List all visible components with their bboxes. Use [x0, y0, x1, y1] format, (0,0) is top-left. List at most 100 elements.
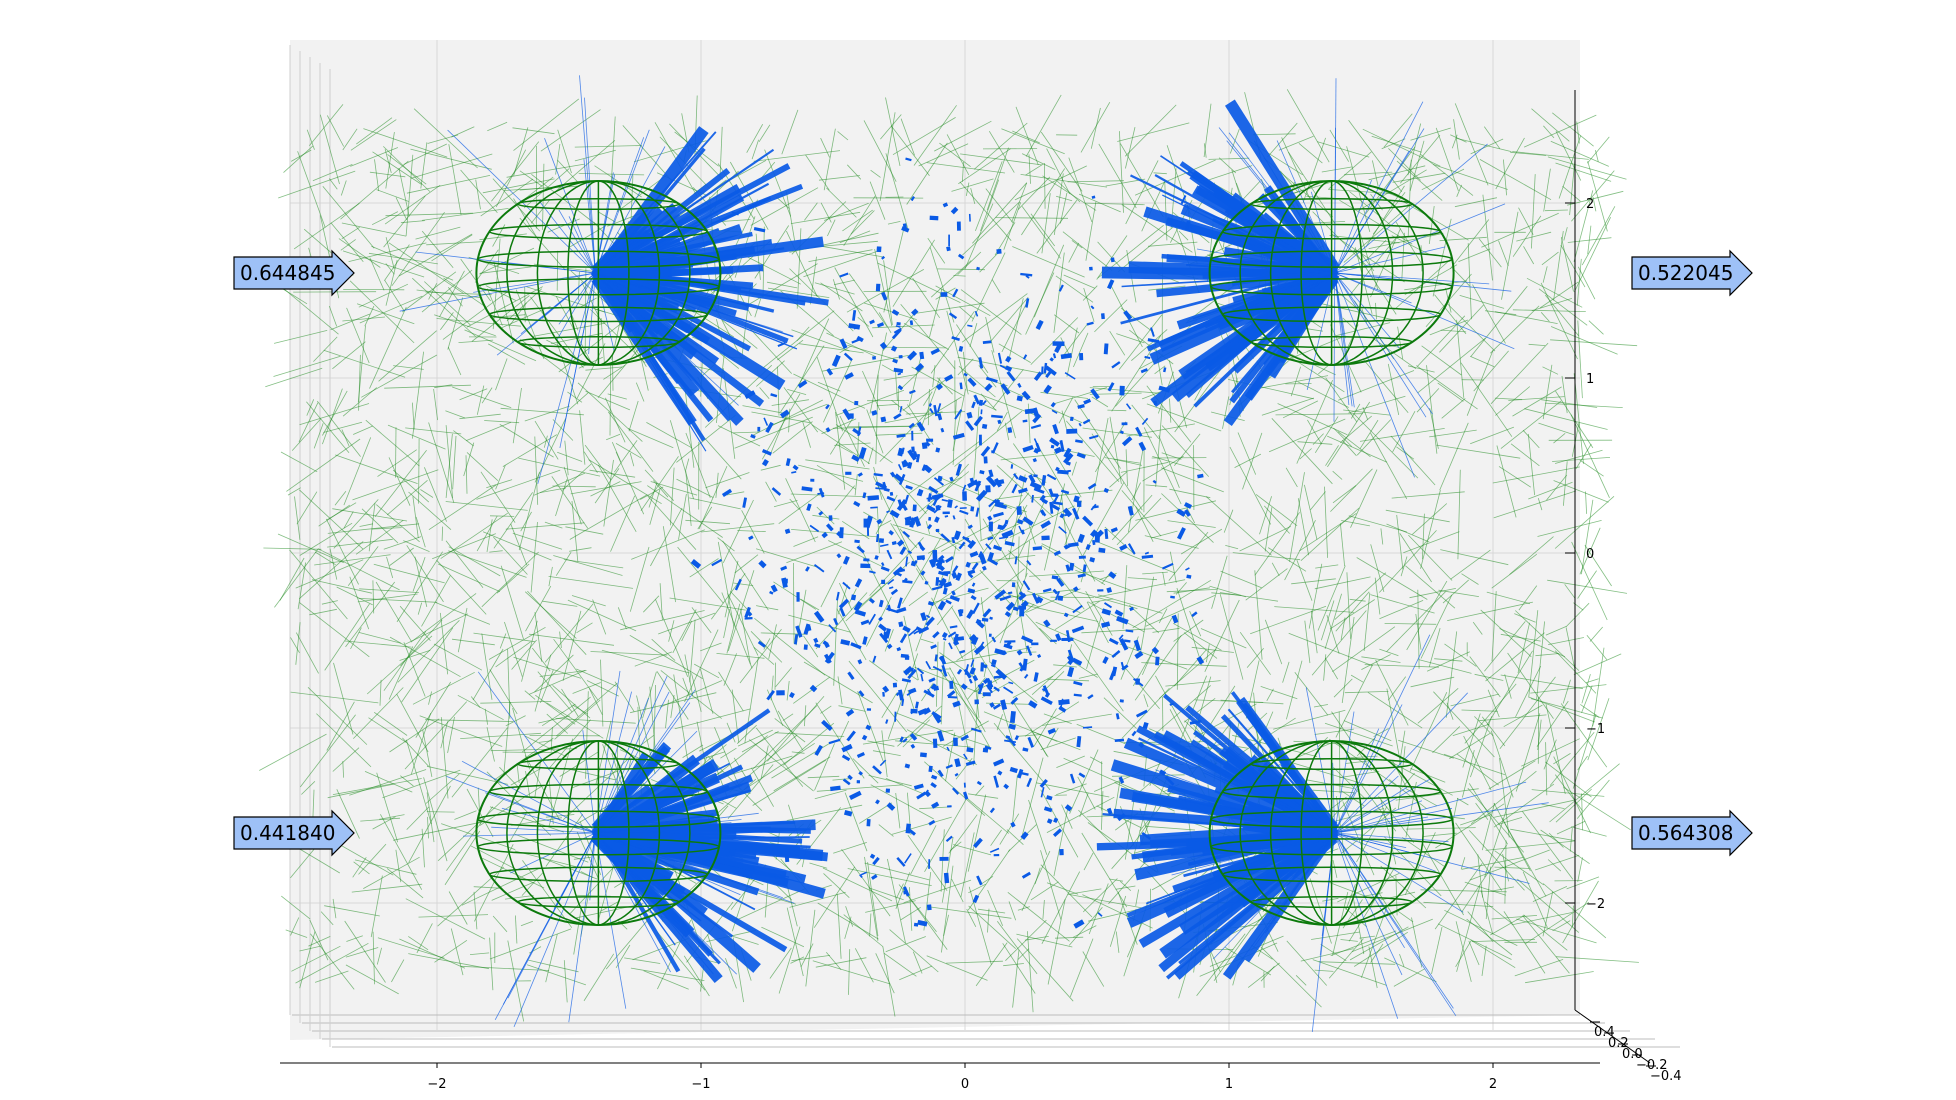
network-line	[359, 523, 374, 527]
blue-segment	[742, 497, 748, 508]
network-line	[437, 563, 501, 592]
network-line	[1191, 646, 1234, 653]
network-line	[1324, 593, 1342, 650]
network-line	[1098, 542, 1175, 574]
thin-spike-line	[491, 826, 596, 834]
blue-segment	[833, 617, 839, 626]
network-line	[1363, 892, 1383, 897]
thin-spike-line	[1332, 762, 1335, 834]
network-line	[1386, 591, 1446, 652]
network-line	[1082, 878, 1118, 913]
blue-segment	[904, 516, 912, 522]
network-line	[1521, 811, 1574, 880]
network-line	[1550, 140, 1609, 167]
network-line	[1581, 499, 1594, 575]
blue-segment	[997, 524, 1004, 531]
blue-segment	[872, 856, 880, 866]
network-line	[1400, 556, 1408, 577]
network-line	[1025, 94, 1062, 157]
network-line	[944, 647, 1032, 665]
blue-segment	[1066, 461, 1071, 466]
network-line	[386, 479, 428, 516]
network-line	[1286, 89, 1330, 163]
blue-segment	[892, 358, 898, 364]
blue-segment	[1076, 452, 1086, 459]
thin-spike-line	[595, 691, 632, 834]
blue-segment	[1103, 602, 1113, 609]
blue-segment	[902, 737, 908, 743]
network-line	[359, 295, 423, 324]
network-line	[847, 868, 932, 886]
blue-segment	[860, 871, 867, 876]
blue-segment	[1118, 634, 1124, 640]
network-line	[1095, 579, 1186, 598]
blue-segment	[896, 433, 906, 438]
blue-segment	[1092, 505, 1099, 509]
network-line	[433, 643, 483, 671]
network-line	[1548, 832, 1564, 848]
network-line	[1516, 918, 1597, 944]
network-line	[1525, 901, 1590, 944]
network-line	[906, 142, 948, 205]
network-line	[1021, 153, 1056, 170]
network-line	[555, 479, 568, 517]
network-line	[847, 425, 910, 428]
network-line	[1066, 327, 1078, 377]
network-line	[1481, 716, 1506, 747]
blue-segment	[991, 659, 997, 666]
blue-segment	[841, 743, 853, 753]
network-line	[1470, 138, 1504, 155]
thin-spike-line	[1334, 832, 1403, 976]
network-line	[393, 365, 424, 370]
sphere-parallel	[1250, 757, 1414, 771]
network-line	[996, 411, 1008, 431]
network-line	[1006, 829, 1024, 845]
network-line	[1155, 406, 1163, 487]
blue-segment	[1042, 588, 1052, 593]
blue-segment	[1030, 424, 1042, 429]
network-line	[448, 144, 462, 215]
network-line	[817, 902, 879, 940]
network-line	[1094, 299, 1128, 333]
network-line	[308, 104, 344, 147]
network-line	[833, 842, 867, 854]
blue-segment	[960, 734, 969, 742]
blue-segment	[925, 441, 931, 447]
network-line	[368, 502, 376, 552]
blue-segment	[1024, 673, 1029, 679]
network-line	[1295, 975, 1307, 986]
network-line	[682, 677, 691, 698]
network-line	[306, 129, 315, 150]
network-line	[1260, 686, 1298, 700]
network-line	[1264, 619, 1283, 665]
network-line	[1532, 886, 1568, 902]
network-line	[733, 431, 760, 434]
network-line	[1387, 363, 1400, 415]
network-line	[977, 484, 982, 541]
network-line	[1452, 723, 1490, 736]
network-line	[1169, 398, 1172, 423]
network-line	[451, 727, 508, 798]
network-line	[1384, 957, 1437, 983]
network-line	[935, 285, 991, 317]
network-line	[357, 593, 418, 603]
network-line	[805, 154, 830, 191]
thin-spike-line	[595, 691, 670, 834]
network-line	[1535, 653, 1560, 657]
thin-spike-line	[1245, 738, 1335, 834]
blue-segment	[952, 700, 961, 708]
network-line	[749, 739, 814, 792]
network-line	[1586, 634, 1608, 661]
blue-segment	[770, 393, 778, 398]
network-line	[960, 832, 975, 898]
blue-segment	[1004, 611, 1012, 618]
blue-segment	[1017, 382, 1022, 388]
network-line	[1089, 756, 1103, 764]
network-line	[958, 148, 1011, 185]
blue-segment	[940, 427, 945, 433]
network-line	[588, 459, 662, 505]
blue-segment	[988, 469, 994, 478]
network-line	[515, 915, 518, 944]
sphere-parallel	[488, 783, 709, 800]
network-line	[809, 862, 828, 869]
